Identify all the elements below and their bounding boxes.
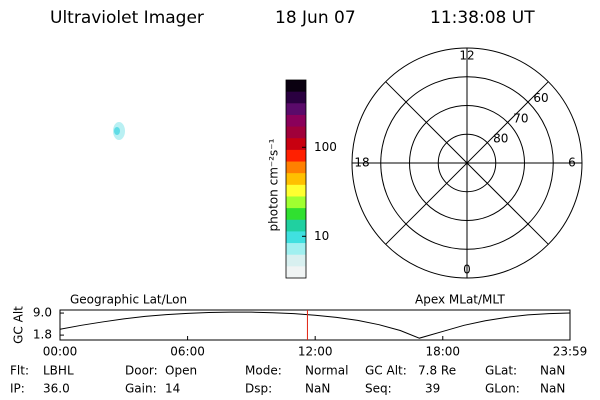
orbit-ylabel: GC Alt [12, 306, 26, 344]
orbit-right-label: Apex MLat/MLT [415, 293, 505, 307]
polar-hour-label: 0 [463, 263, 471, 277]
field-label: GC Alt: [365, 364, 407, 378]
field-value: NaN [540, 382, 565, 396]
colorbar-segment [286, 80, 306, 93]
colorbar-segment [286, 243, 306, 256]
field-label: IP: [10, 382, 25, 396]
field-label: Dsp: [245, 382, 272, 396]
colorbar-segment [286, 254, 306, 267]
polar-hour-label: 6 [568, 156, 576, 170]
colorbar-frame [285, 79, 307, 279]
colorbar-segment [286, 103, 306, 116]
colorbar-segment [286, 208, 306, 221]
polar-hour-label: 12 [459, 49, 474, 63]
colorbar-segment [286, 196, 306, 209]
colorbar-segment [286, 126, 306, 139]
colorbar-segment [286, 138, 306, 151]
orbit-left-label: Geographic Lat/Lon [70, 293, 187, 307]
field-label: Gain: [125, 382, 157, 396]
field-value: 39 [425, 382, 440, 396]
x-tick-label: 12:00 [298, 345, 333, 359]
colorbar-segment [286, 184, 306, 197]
polar-ring-label: 60 [533, 91, 548, 105]
altitude-line [59, 311, 571, 339]
colorbar-segment [286, 149, 306, 163]
field-label: GLat: [485, 364, 517, 378]
polar-spoke [385, 81, 549, 245]
x-tick-label: 18:00 [425, 345, 460, 359]
x-tick-label: 06:00 [170, 345, 205, 359]
y-tick-label: 9.0 [33, 306, 52, 320]
field-value: NaN [540, 364, 565, 378]
x-tick-label: 23:59 [553, 345, 588, 359]
field-value: 14 [165, 382, 180, 396]
colorbar-tick-label: 100 [314, 140, 337, 154]
uv-image [113, 122, 125, 140]
colorbar-label: photon cm⁻²s⁻¹ [267, 138, 281, 231]
field-value: Normal [305, 364, 348, 378]
colorbar-segment [286, 114, 306, 128]
date: 18 Jun 07 [275, 8, 356, 28]
field-value: Open [165, 364, 197, 378]
title: Ultraviolet Imager [50, 8, 204, 28]
colorbar-segment [286, 91, 306, 104]
field-value: 36.0 [43, 382, 70, 396]
polar-hour-label: 18 [354, 156, 369, 170]
x-tick-label: 00:00 [43, 345, 78, 359]
polar-ring-label: 80 [493, 131, 508, 145]
time: 11:38:08 UT [430, 8, 535, 28]
colorbar-tick-label: 10 [314, 229, 329, 243]
field-label: Seq: [365, 382, 392, 396]
field-label: Mode: [245, 364, 282, 378]
field-value: 7.8 Re [418, 364, 456, 378]
field-label: Flt: [10, 364, 29, 378]
field-label: Door: [125, 364, 158, 378]
colorbar-segment [286, 231, 306, 244]
y-tick-label: 1.8 [33, 328, 52, 342]
field-value: NaN [305, 382, 330, 396]
polar-ring-label: 70 [513, 111, 528, 125]
field-label: GLon: [485, 382, 520, 396]
colorbar-segment [286, 173, 306, 186]
field-value: LBHL [43, 364, 74, 378]
colorbar-segment [286, 266, 306, 279]
orbit-frame [59, 309, 571, 341]
colorbar-segment [286, 219, 306, 232]
colorbar-segment [286, 161, 306, 174]
